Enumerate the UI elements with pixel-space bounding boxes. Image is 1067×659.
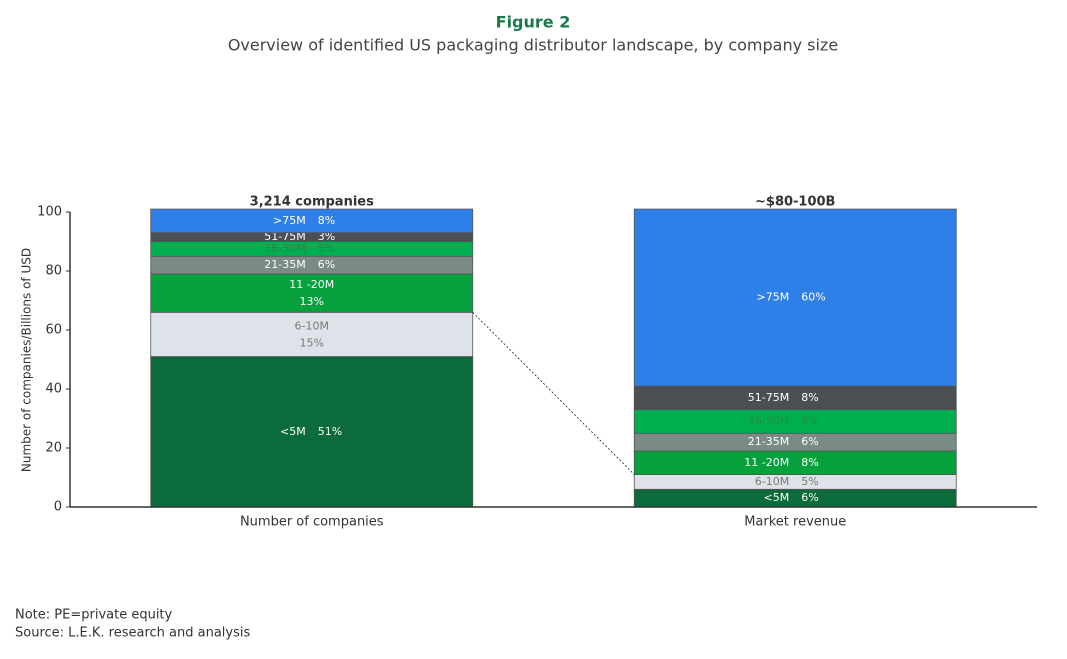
bar-segment — [633, 208, 957, 387]
segment-label: 36-50M — [264, 242, 305, 255]
bar-segment — [150, 311, 474, 357]
bar-segment — [150, 356, 474, 508]
source: Source: L.E.K. research and analysis — [15, 626, 250, 641]
y-tick-label: 80 — [45, 264, 62, 279]
bar-segment — [150, 241, 474, 257]
bar-segment — [633, 432, 957, 452]
y-tick-label: 20 — [45, 441, 62, 456]
chart-title: Figure 2 — [496, 13, 571, 32]
value-label: 60% — [801, 291, 825, 304]
value-label: 6% — [318, 258, 335, 271]
segment-label: <5M — [764, 491, 790, 504]
value-label: 8% — [801, 391, 818, 404]
segment-label: 51-75M — [748, 391, 789, 404]
x-tick-label: Market revenue — [744, 515, 846, 530]
y-tick-label: 40 — [45, 382, 62, 397]
value-label: 5% — [318, 242, 335, 255]
chart-subtitle: Overview of identified US packaging dist… — [228, 36, 838, 55]
y-tick-label: 0 — [54, 500, 62, 515]
value-label: 13% — [300, 295, 324, 308]
value-label: 6% — [801, 435, 818, 448]
bar-segment — [633, 409, 957, 434]
segment-label: 6-10M — [755, 475, 789, 488]
y-axis-label: Number of companies/Billions of USD — [20, 248, 34, 472]
bar-segment — [633, 450, 957, 475]
total-label: 3,214 companies — [250, 195, 374, 210]
total-label: ~$80-100B — [755, 195, 835, 210]
y-tick-label: 100 — [37, 205, 62, 220]
segment-label: 51-75M — [264, 230, 305, 243]
segment-label: 21-35M — [264, 258, 305, 271]
segment-label: >75M — [757, 291, 790, 304]
y-tick-label: 60 — [45, 323, 62, 338]
value-label: 3% — [318, 230, 335, 243]
note: Note: PE=private equity — [15, 608, 173, 623]
x-tick-label: Number of companies — [240, 515, 384, 530]
segment-label: >75M — [273, 214, 306, 227]
bar-segment — [150, 255, 474, 275]
bar-segment — [150, 232, 474, 242]
segment-label: 36-50M — [748, 414, 789, 427]
value-label: 8% — [318, 214, 335, 227]
value-label: 6% — [801, 491, 818, 504]
value-label: 15% — [300, 336, 324, 349]
value-label: 5% — [801, 475, 818, 488]
value-label: 8% — [801, 414, 818, 427]
bar-segment — [633, 474, 957, 490]
value-label: 51% — [318, 425, 342, 438]
value-label: 8% — [801, 456, 818, 469]
bar-segment — [150, 273, 474, 313]
bar-segment — [633, 488, 957, 508]
segment-label: <5M — [280, 425, 306, 438]
segment-label: 21-35M — [748, 435, 789, 448]
segment-label: 11 -20M — [744, 456, 789, 469]
bar-segment — [150, 208, 474, 234]
segment-label: 6-10M — [295, 319, 329, 332]
connector — [472, 312, 635, 475]
segment-label: 11 -20M — [289, 278, 334, 291]
bar-segment — [633, 385, 957, 411]
